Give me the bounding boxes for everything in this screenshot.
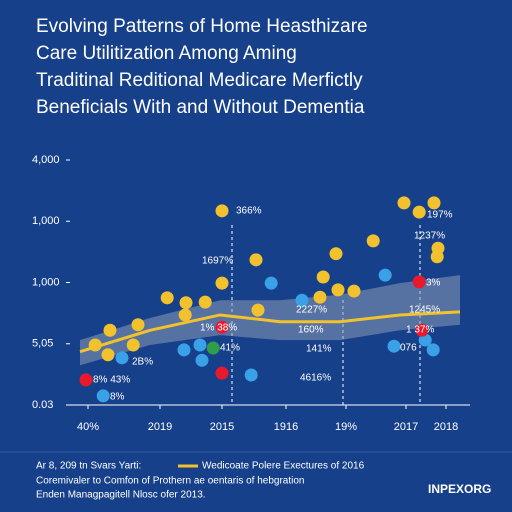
chart-title-line: Care Utilitization Among Aming xyxy=(36,43,297,64)
footnote: Ar 8, 209 tn Svars Yarti: xyxy=(36,461,141,472)
data-point xyxy=(244,368,258,382)
data-point xyxy=(177,343,191,357)
data-point xyxy=(103,323,117,337)
x-tick-label: 19% xyxy=(335,421,357,433)
annotation: 197% xyxy=(427,210,453,221)
data-point xyxy=(412,275,426,289)
annotation: 41% xyxy=(220,343,240,354)
data-point xyxy=(131,318,145,332)
y-tick-label: 4,000 xyxy=(32,154,60,166)
annotation: 076 xyxy=(400,343,417,354)
annotation: 8% 43% xyxy=(93,375,130,386)
y-tick-label: 5,05 xyxy=(32,338,53,350)
data-point xyxy=(378,268,392,282)
x-tick-label: 2018 xyxy=(434,421,458,433)
x-tick-label: 1916 xyxy=(274,421,298,433)
annotation: 1% 38% xyxy=(200,323,237,334)
y-tick-label: 0.03 xyxy=(32,399,53,411)
y-tick-label: 1,000 xyxy=(32,215,60,227)
annotation: 1 37% xyxy=(406,325,434,336)
annotation: 366% xyxy=(236,206,262,217)
data-point xyxy=(430,250,444,264)
data-point xyxy=(206,341,220,355)
data-point xyxy=(215,204,229,218)
data-point xyxy=(415,323,429,337)
data-point xyxy=(251,303,265,317)
data-point xyxy=(193,338,207,352)
data-point xyxy=(115,351,129,365)
data-point xyxy=(329,247,343,261)
data-point xyxy=(426,343,440,357)
legend-label: Wedicoate Polere Exectures of 2016 xyxy=(202,461,365,472)
annotation: 1245% xyxy=(409,305,440,316)
annotation: 8% xyxy=(110,392,125,403)
brand: INPEXORG xyxy=(428,482,491,496)
data-point xyxy=(79,373,93,387)
data-point xyxy=(366,234,380,248)
data-point xyxy=(264,276,278,290)
data-point xyxy=(347,284,361,298)
annotation: 4616% xyxy=(300,373,331,384)
footnote: Coremivaler to Comfon of Prothern ae oen… xyxy=(36,476,304,487)
data-point xyxy=(195,353,209,367)
data-point xyxy=(101,348,115,362)
data-point xyxy=(331,283,345,297)
data-point xyxy=(316,270,330,284)
x-tick-label: 2019 xyxy=(148,421,172,433)
data-point xyxy=(215,366,229,380)
annotation: 1697% xyxy=(202,256,233,267)
data-point xyxy=(126,338,140,352)
y-tick-label: 1,000 xyxy=(32,276,60,288)
data-point xyxy=(249,253,263,267)
annotation: 3% xyxy=(426,278,441,289)
footnote: Enden Managpagitell Nlosc ofer 2013. xyxy=(36,490,206,501)
annotation: 2B% xyxy=(132,357,153,368)
data-point xyxy=(198,295,212,309)
data-point xyxy=(179,296,193,310)
x-tick-label: 2017 xyxy=(394,421,418,433)
plot: 0.03 5,05 1,000 1,000 4,000 40% 2019 2015 1916 19… xyxy=(32,154,461,433)
data-point xyxy=(418,333,432,347)
data-point xyxy=(215,320,229,334)
data-point xyxy=(96,389,110,403)
data-point xyxy=(178,308,192,322)
data-point xyxy=(412,205,426,219)
data-point xyxy=(397,196,411,210)
annotation: 160% xyxy=(298,325,324,336)
x-tick-label: 40% xyxy=(77,421,99,433)
x-tick-label: 2015 xyxy=(210,421,234,433)
data-point xyxy=(295,293,309,307)
chart-title-line: Beneficials With and Without Dementia xyxy=(36,97,365,118)
data-point xyxy=(160,291,174,305)
annotation: 1237% xyxy=(414,231,445,242)
chart-title-line: Evolving Patterns of Home Heasthizare xyxy=(36,16,368,37)
data-point xyxy=(313,290,327,304)
data-point xyxy=(427,196,441,210)
annotation: 2227% xyxy=(296,305,327,316)
annotation: 141% xyxy=(306,344,332,355)
data-point xyxy=(215,276,229,290)
chart-title-line: Traditinal Reditional Medicare Merfictly xyxy=(36,70,363,91)
trend-line xyxy=(79,310,461,354)
data-point xyxy=(387,339,401,353)
